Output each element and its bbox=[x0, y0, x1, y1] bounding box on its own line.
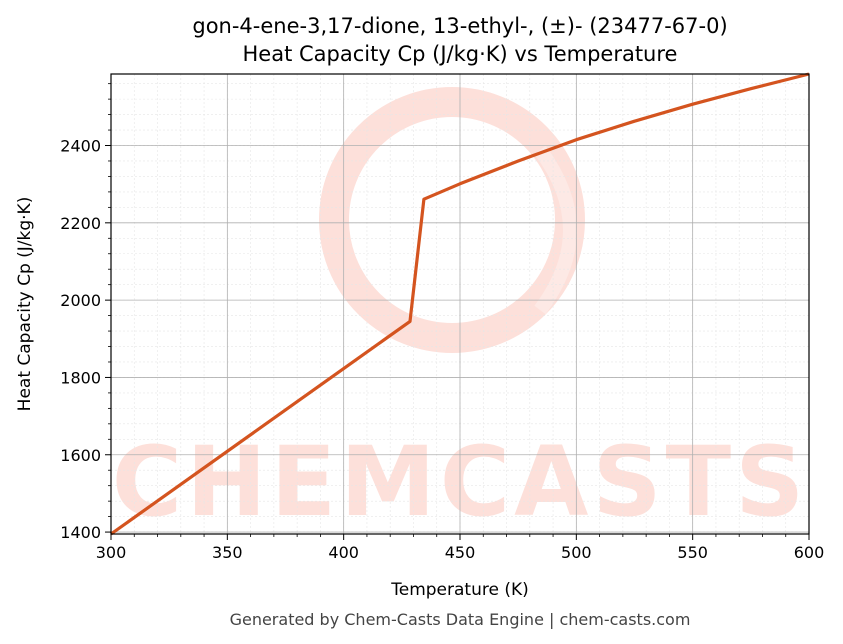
chart-subtitle: Heat Capacity Cp (J/kg·K) vs Temperature bbox=[243, 42, 678, 66]
x-tick-label: 350 bbox=[212, 543, 243, 562]
y-tick-label: 2400 bbox=[60, 137, 101, 156]
footer-credit: Generated by Chem-Casts Data Engine | ch… bbox=[230, 610, 691, 629]
x-tick-label: 500 bbox=[561, 543, 592, 562]
series-line bbox=[110, 72, 810, 536]
x-tick-label: 550 bbox=[677, 543, 708, 562]
chart-title: gon-4-ene-3,17-dione, 13-ethyl-, (±)- (2… bbox=[192, 14, 727, 38]
x-tick-label: 400 bbox=[328, 543, 359, 562]
y-tick-label: 1600 bbox=[60, 446, 101, 465]
x-axis-label: Temperature (K) bbox=[390, 580, 529, 600]
ticks-layer: 300 350 400 450 500 550 600 1400 1600 1800 2000 220… bbox=[60, 83, 825, 562]
x-tick-label: 450 bbox=[445, 543, 476, 562]
series-layer bbox=[110, 72, 810, 536]
x-tick-label: 600 bbox=[794, 543, 825, 562]
x-tick-label: 300 bbox=[96, 543, 127, 562]
y-tick-label: 2200 bbox=[60, 214, 101, 233]
y-axis-label: Heat Capacity Cp (J/kg·K) bbox=[15, 197, 35, 412]
y-tick-label: 1400 bbox=[60, 523, 101, 542]
y-tick-label: 2000 bbox=[60, 291, 101, 310]
y-tick-label: 1800 bbox=[60, 368, 101, 387]
